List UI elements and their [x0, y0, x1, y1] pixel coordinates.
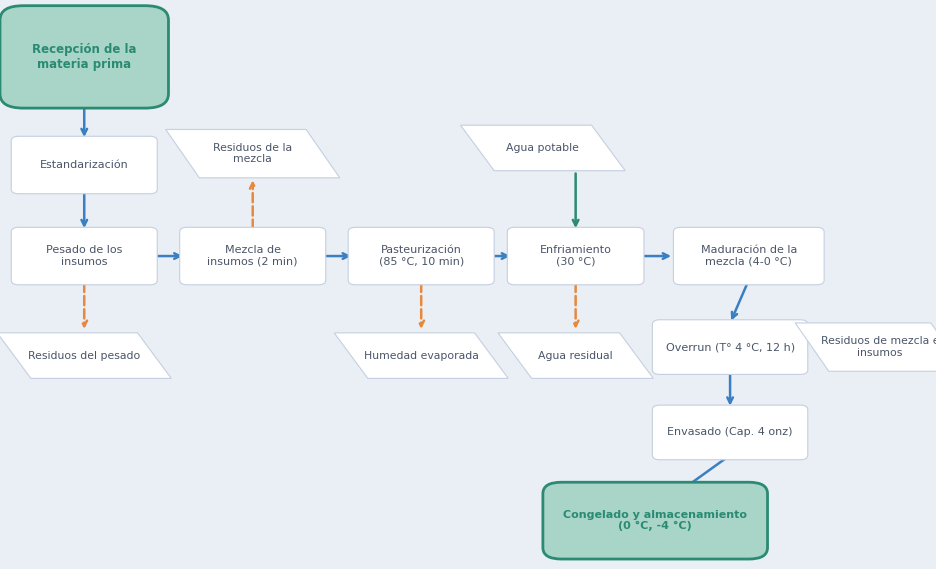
Text: Residuos de mezcla e
insumos: Residuos de mezcla e insumos	[821, 336, 936, 358]
FancyBboxPatch shape	[348, 227, 494, 284]
FancyBboxPatch shape	[652, 405, 808, 460]
Text: Enfriamiento
(30 °C): Enfriamiento (30 °C)	[540, 245, 611, 267]
Polygon shape	[334, 333, 508, 378]
Text: Agua residual: Agua residual	[538, 351, 613, 361]
Text: Recepción de la
materia prima: Recepción de la materia prima	[32, 43, 137, 71]
Polygon shape	[166, 130, 340, 178]
Text: Agua potable: Agua potable	[506, 143, 579, 153]
FancyBboxPatch shape	[180, 227, 326, 284]
Text: Congelado y almacenamiento
(0 °C, -4 °C): Congelado y almacenamiento (0 °C, -4 °C)	[563, 510, 747, 531]
FancyBboxPatch shape	[652, 320, 808, 374]
Text: Residuos del pesado: Residuos del pesado	[28, 351, 140, 361]
FancyBboxPatch shape	[11, 227, 157, 284]
FancyBboxPatch shape	[507, 227, 644, 284]
Polygon shape	[796, 323, 936, 371]
Polygon shape	[498, 333, 653, 378]
Text: Estandarización: Estandarización	[40, 160, 128, 170]
Polygon shape	[461, 125, 625, 171]
Text: Pesado de los
insumos: Pesado de los insumos	[46, 245, 123, 267]
Text: Overrun (T° 4 °C, 12 h): Overrun (T° 4 °C, 12 h)	[665, 342, 795, 352]
Text: Residuos de la
mezcla: Residuos de la mezcla	[213, 143, 292, 164]
FancyBboxPatch shape	[543, 483, 768, 559]
Text: Pasteurización
(85 °C, 10 min): Pasteurización (85 °C, 10 min)	[378, 245, 464, 267]
Text: Maduración de la
mezcla (4-0 °C): Maduración de la mezcla (4-0 °C)	[701, 245, 797, 267]
Text: Envasado (Cap. 4 onz): Envasado (Cap. 4 onz)	[667, 427, 793, 438]
Text: Humedad evaporada: Humedad evaporada	[364, 351, 478, 361]
Polygon shape	[0, 333, 171, 378]
FancyBboxPatch shape	[0, 6, 168, 108]
Text: Mezcla de
insumos (2 min): Mezcla de insumos (2 min)	[208, 245, 298, 267]
FancyBboxPatch shape	[11, 137, 157, 193]
FancyBboxPatch shape	[674, 227, 825, 284]
